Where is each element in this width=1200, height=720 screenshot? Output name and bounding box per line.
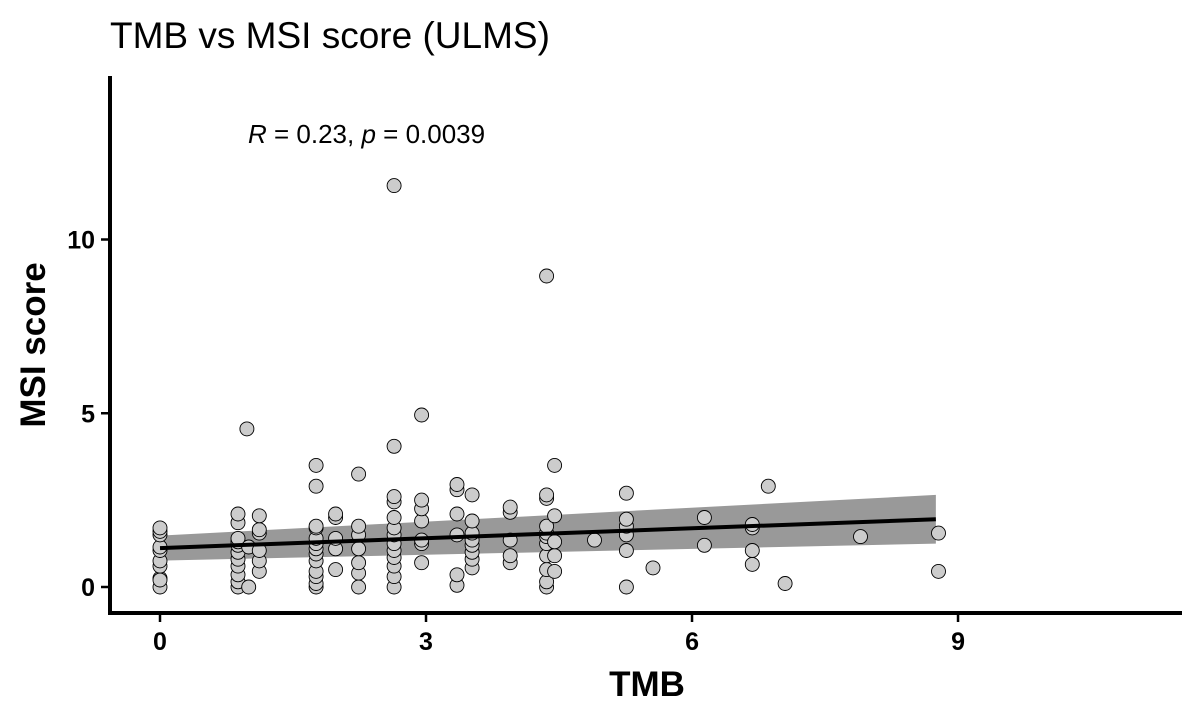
annotation-r-text: = 0.23,: [267, 119, 362, 149]
data-point-117: [645, 560, 661, 576]
data-point-66: [386, 438, 402, 454]
data-point-42: [308, 457, 324, 473]
data-point-65: [386, 489, 402, 505]
data-point-121: [744, 543, 760, 558]
data-point-73: [414, 492, 430, 508]
data-point-78: [449, 506, 465, 522]
annotation-p-text: = 0.0039: [376, 119, 485, 149]
data-point-104: [539, 268, 555, 284]
x-axis-title: TMB: [609, 665, 685, 704]
data-point-9: [152, 520, 168, 536]
data-point-109: [547, 457, 563, 473]
data-point-80: [449, 477, 465, 492]
x-tick-label-1: 3: [419, 628, 433, 656]
data-point-126: [853, 529, 868, 545]
chart-title: TMB vs MSI score (ULMS): [110, 15, 550, 56]
data-point-87: [464, 513, 480, 529]
data-point-54: [351, 466, 367, 482]
data-point-28: [251, 522, 267, 538]
data-point-67: [386, 178, 402, 194]
data-point-40: [308, 518, 324, 534]
y-tick-label-2: 10: [67, 227, 95, 255]
annotation-p-symbol: p: [360, 119, 375, 149]
x-tick-label-3: 9: [951, 628, 965, 656]
data-point-128: [931, 525, 946, 541]
data-point-22: [241, 579, 257, 595]
data-point-90: [502, 548, 518, 564]
data-point-74: [414, 407, 430, 423]
data-point-127: [931, 563, 946, 579]
data-point-53: [351, 518, 367, 534]
data-point-106: [547, 548, 563, 564]
data-point-63: [386, 510, 402, 525]
data-point-108: [547, 508, 563, 524]
data-point-103: [539, 487, 555, 503]
data-point-41: [308, 478, 324, 494]
y-tick-label-0: 0: [81, 574, 95, 602]
annotation-r-symbol: R: [248, 119, 267, 149]
data-point-51: [351, 541, 367, 557]
y-axis-ticks: 0 5 10: [67, 227, 110, 602]
data-point-48: [351, 579, 367, 595]
data-point-50: [351, 555, 367, 571]
data-point-68: [414, 555, 430, 571]
data-point-88: [464, 487, 480, 503]
data-point-124: [777, 576, 793, 591]
data-point-115: [618, 511, 634, 527]
data-point-93: [502, 499, 518, 515]
correlation-annotation: R = 0.23, p = 0.0039: [248, 119, 485, 149]
y-axis-title: MSI score: [14, 262, 53, 427]
x-tick-label-2: 6: [685, 628, 699, 656]
plot-area: [152, 178, 946, 595]
data-point-21: [239, 421, 255, 437]
data-point-112: [618, 543, 634, 558]
data-point-105: [547, 563, 563, 579]
data-point-107: [547, 534, 563, 550]
data-point-119: [696, 510, 712, 525]
data-point-110: [587, 532, 602, 548]
x-tick-label-0: 0: [153, 628, 167, 656]
data-point-125: [760, 478, 776, 494]
data-point-118: [696, 537, 712, 553]
data-point-120: [744, 556, 760, 572]
data-point-111: [618, 579, 634, 595]
data-point-76: [449, 567, 465, 583]
data-point-29: [251, 508, 267, 524]
data-point-47: [328, 506, 344, 522]
y-tick-label-1: 5: [81, 400, 95, 428]
regression-line: [159, 517, 936, 551]
x-axis-ticks: 0 3 6 9: [153, 613, 965, 656]
data-point-116: [618, 485, 634, 501]
data-point-43: [328, 562, 344, 578]
data-point-20: [230, 506, 246, 522]
data-point-2: [152, 572, 168, 588]
